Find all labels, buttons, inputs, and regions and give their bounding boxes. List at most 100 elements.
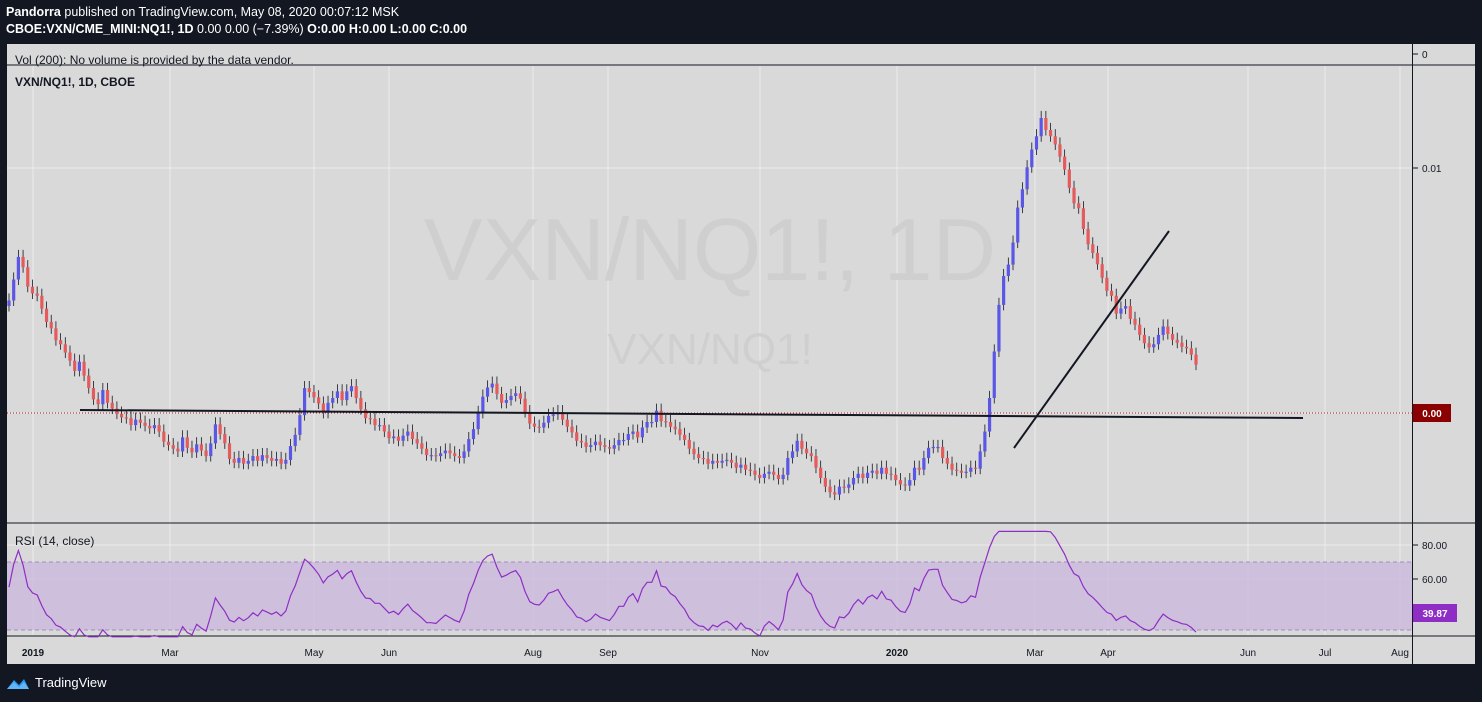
chart[interactable]: VXN/NQ1!, 1D VXN/NQ1! Vol (200): No volu…: [0, 44, 1482, 666]
candle-body: [1105, 277, 1109, 291]
time-label: May: [305, 648, 324, 659]
candle-body: [978, 451, 982, 469]
ohlc-open: O:0.00: [307, 22, 346, 36]
candle-body: [758, 474, 762, 478]
candle-body: [26, 267, 30, 287]
candle-body: [1039, 118, 1043, 137]
chart-panel: [7, 44, 1412, 664]
candle-body: [251, 456, 255, 461]
rsi-tag-label: 39.87: [1422, 609, 1447, 620]
ohlc-change: 0.00 0.00 (−7.39%): [197, 22, 304, 36]
time-label: Mar: [1026, 648, 1044, 659]
candle-body: [406, 431, 410, 436]
candle-body: [1006, 264, 1010, 277]
candle-body: [500, 393, 504, 403]
tradingview-icon: [7, 678, 29, 689]
candle-body: [898, 480, 903, 485]
candle-body: [143, 422, 147, 426]
candle-body: [683, 434, 687, 440]
candle-body: [584, 442, 588, 447]
candle-body: [532, 423, 537, 427]
author-name[interactable]: Pandorra: [6, 5, 61, 19]
candle-body: [68, 352, 72, 361]
candle-body: [926, 447, 931, 458]
candle-body: [912, 467, 917, 481]
time-label: 2019: [22, 648, 45, 659]
candle-body: [363, 409, 368, 419]
symbol-name: CBOE:VXN/CME_MINI:NQ1!, 1D: [6, 22, 194, 36]
candle-body: [1025, 167, 1029, 190]
candle-body: [640, 427, 644, 438]
candle-body: [870, 470, 874, 473]
candle-body: [256, 456, 260, 461]
candle-body: [711, 460, 715, 464]
candle-body: [1095, 252, 1100, 265]
candle-body: [129, 418, 133, 426]
candle-body: [626, 434, 630, 440]
time-label: Sep: [599, 648, 617, 659]
candle-body: [1189, 348, 1193, 355]
candle-body: [171, 445, 175, 449]
tradingview-logo[interactable]: TradingView: [6, 675, 107, 690]
candle-body: [91, 388, 96, 400]
candle-body: [964, 471, 968, 473]
rsi-line: [8, 530, 1197, 638]
time-axis[interactable]: 2019 Mar May Jun Aug Sep Nov 2020 Mar Apr Jun Jul Au…: [22, 648, 1409, 659]
candle-body: [1091, 244, 1095, 253]
rsi-label: RSI (14, close): [15, 534, 94, 548]
candle-body: [589, 445, 593, 447]
candle-body: [720, 460, 724, 463]
candles: [7, 110, 1198, 501]
candle-body: [894, 474, 898, 481]
watermark-small: VXN/NQ1!: [607, 325, 812, 374]
candle-body: [1185, 346, 1189, 349]
candle-body: [448, 450, 452, 454]
candle-body: [138, 419, 142, 423]
candle-body: [209, 443, 213, 457]
candle-body: [823, 477, 827, 487]
candle-body: [772, 471, 776, 475]
candle-body: [1156, 334, 1161, 345]
candle-body: [889, 473, 893, 475]
candle-body: [270, 457, 274, 461]
rising-trendline[interactable]: [1013, 230, 1170, 449]
candle-body: [1147, 343, 1151, 348]
candle-body: [1142, 334, 1146, 344]
candle-body: [1109, 290, 1114, 296]
candle-body: [59, 340, 63, 345]
candle-body: [35, 293, 39, 296]
candle-body: [551, 414, 555, 416]
candle-body: [734, 462, 738, 468]
candle-body: [157, 425, 161, 432]
candle-body: [152, 425, 157, 429]
candle-body: [992, 351, 996, 399]
candle-body: [748, 469, 752, 471]
candle-body: [1048, 129, 1053, 137]
time-label: Jun: [381, 648, 397, 659]
candle-body: [593, 441, 598, 446]
candle-body: [847, 484, 851, 488]
candle-body: [654, 410, 659, 422]
candle-body: [617, 439, 621, 446]
candle-body: [340, 391, 344, 401]
candle-body: [767, 471, 771, 474]
candle-body: [645, 421, 649, 428]
candle-body: [288, 446, 293, 460]
candle-body: [326, 402, 330, 413]
candle-body: [424, 448, 429, 456]
candle-body: [706, 458, 710, 464]
candle-body: [382, 425, 386, 432]
candle-body: [945, 457, 949, 464]
candle-body: [302, 388, 307, 416]
candle-body: [528, 412, 532, 424]
tradingview-brand: TradingView: [35, 675, 107, 690]
candle-body: [917, 467, 921, 470]
time-label: Mar: [161, 648, 179, 659]
candle-body: [739, 464, 743, 468]
candle-body: [481, 396, 485, 413]
candle-body: [987, 398, 992, 432]
price-axis-panel[interactable]: [1413, 44, 1475, 664]
horizontal-trendline[interactable]: [79, 409, 1304, 419]
candle-body: [49, 321, 53, 329]
time-label: Jun: [1240, 648, 1256, 659]
